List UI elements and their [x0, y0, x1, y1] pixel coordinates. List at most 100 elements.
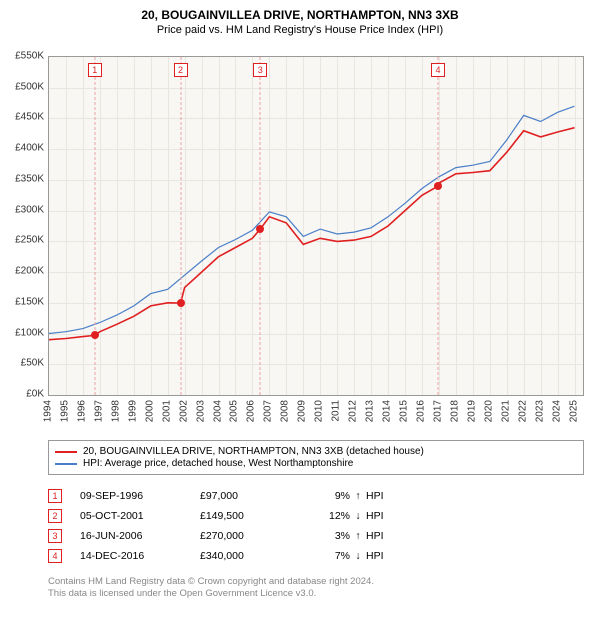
x-tick-label: 1998	[110, 400, 121, 422]
x-tick-label: 1999	[127, 400, 138, 422]
sales-row-arrow-icon: ↑	[350, 490, 366, 502]
sales-row-date: 14-DEC-2016	[80, 550, 200, 562]
x-tick-label: 2013	[365, 400, 376, 422]
x-tick-label: 2023	[534, 400, 545, 422]
sales-row-marker: 2	[48, 509, 62, 523]
x-tick-label: 2008	[280, 400, 291, 422]
x-tick-label: 2010	[314, 400, 325, 422]
x-tick-label: 1994	[43, 400, 54, 422]
footer-attribution: Contains HM Land Registry data © Crown c…	[48, 576, 374, 601]
sales-row: 4 14-DEC-2016£340,0007%↓HPI	[48, 546, 584, 566]
legend-item: 20, BOUGAINVILLEA DRIVE, NORTHAMPTON, NN…	[55, 446, 577, 457]
y-tick-label: £0K	[26, 389, 44, 400]
x-tick-label: 2021	[500, 400, 511, 422]
sales-row-date: 05-OCT-2001	[80, 510, 200, 522]
sales-row-arrow-icon: ↓	[350, 510, 366, 522]
sales-row-pct: 3%	[300, 530, 350, 542]
sales-row-suffix: HPI	[366, 510, 406, 522]
sales-row-price: £97,000	[200, 490, 300, 502]
sale-marker-box: 4	[431, 63, 445, 77]
sales-row-arrow-icon: ↑	[350, 530, 366, 542]
x-tick-label: 2016	[415, 400, 426, 422]
chart-lines	[49, 57, 583, 395]
y-tick-label: £200K	[15, 266, 44, 277]
footer-line-2: This data is licensed under the Open Gov…	[48, 588, 374, 600]
sales-row-marker: 3	[48, 529, 62, 543]
y-tick-label: £250K	[15, 235, 44, 246]
y-tick-label: £300K	[15, 204, 44, 215]
chart-subtitle: Price paid vs. HM Land Registry's House …	[0, 24, 600, 36]
x-tick-label: 2025	[568, 400, 579, 422]
sales-row-date: 09-SEP-1996	[80, 490, 200, 502]
x-tick-label: 2011	[331, 400, 342, 422]
x-tick-label: 2017	[432, 400, 443, 422]
y-tick-label: £150K	[15, 296, 44, 307]
x-tick-label: 2014	[382, 400, 393, 422]
sales-row-price: £340,000	[200, 550, 300, 562]
x-tick-label: 1996	[76, 400, 87, 422]
sales-row: 3 16-JUN-2006£270,0003%↑HPI	[48, 526, 584, 546]
legend-item: HPI: Average price, detached house, West…	[55, 458, 577, 469]
y-tick-label: £450K	[15, 112, 44, 123]
sales-row-pct: 7%	[300, 550, 350, 562]
legend-label: 20, BOUGAINVILLEA DRIVE, NORTHAMPTON, NN…	[83, 446, 424, 457]
y-tick-label: £50K	[21, 358, 44, 369]
x-tick-label: 2015	[399, 400, 410, 422]
sales-row-suffix: HPI	[366, 490, 406, 502]
sale-marker-box: 2	[174, 63, 188, 77]
y-tick-label: £400K	[15, 143, 44, 154]
legend-swatch	[55, 463, 77, 465]
sale-marker-box: 3	[253, 63, 267, 77]
x-tick-label: 2024	[551, 400, 562, 422]
sales-row-marker: 1	[48, 489, 62, 503]
legend-swatch	[55, 451, 77, 453]
sale-marker-dot	[256, 225, 264, 233]
x-tick-label: 2004	[212, 400, 223, 422]
sales-row-price: £149,500	[200, 510, 300, 522]
sales-row: 1 09-SEP-1996£97,0009%↑HPI	[48, 486, 584, 506]
x-tick-label: 2020	[483, 400, 494, 422]
sales-row-price: £270,000	[200, 530, 300, 542]
sales-row-suffix: HPI	[366, 530, 406, 542]
x-tick-label: 2000	[144, 400, 155, 422]
x-tick-label: 2005	[229, 400, 240, 422]
chart-title: 20, BOUGAINVILLEA DRIVE, NORTHAMPTON, NN…	[0, 8, 600, 22]
series-price_paid	[49, 128, 575, 340]
sale-marker-dot	[91, 331, 99, 339]
sales-row-arrow-icon: ↓	[350, 550, 366, 562]
sale-marker-line	[180, 57, 181, 395]
sale-marker-line	[94, 57, 95, 395]
footer-line-1: Contains HM Land Registry data © Crown c…	[48, 576, 374, 588]
x-tick-label: 2006	[246, 400, 257, 422]
x-tick-label: 2002	[178, 400, 189, 422]
x-tick-label: 1995	[59, 400, 70, 422]
x-tick-label: 2007	[263, 400, 274, 422]
chart-plot-area: 1 2 3 4	[48, 56, 584, 396]
sales-table: 109-SEP-1996£97,0009%↑HPI205-OCT-2001£14…	[48, 486, 584, 566]
x-tick-label: 2001	[161, 400, 172, 422]
x-tick-label: 2009	[297, 400, 308, 422]
y-tick-label: £500K	[15, 81, 44, 92]
sale-marker-box: 1	[88, 63, 102, 77]
sale-marker-dot	[177, 299, 185, 307]
x-tick-label: 2022	[517, 400, 528, 422]
x-tick-label: 2019	[466, 400, 477, 422]
sales-row-date: 16-JUN-2006	[80, 530, 200, 542]
legend-label: HPI: Average price, detached house, West…	[83, 458, 353, 469]
x-tick-label: 2012	[348, 400, 359, 422]
sales-row-marker: 4	[48, 549, 62, 563]
y-tick-label: £100K	[15, 327, 44, 338]
x-tick-label: 1997	[93, 400, 104, 422]
legend: 20, BOUGAINVILLEA DRIVE, NORTHAMPTON, NN…	[48, 440, 584, 475]
series-hpi	[49, 106, 575, 333]
y-tick-label: £550K	[15, 51, 44, 62]
x-tick-label: 2003	[195, 400, 206, 422]
sales-row-pct: 9%	[300, 490, 350, 502]
sales-row-suffix: HPI	[366, 550, 406, 562]
sale-marker-dot	[434, 182, 442, 190]
sales-row: 2 05-OCT-2001£149,50012%↓HPI	[48, 506, 584, 526]
y-tick-label: £350K	[15, 173, 44, 184]
x-tick-label: 2018	[449, 400, 460, 422]
sales-row-pct: 12%	[300, 510, 350, 522]
sale-marker-line	[438, 57, 439, 395]
